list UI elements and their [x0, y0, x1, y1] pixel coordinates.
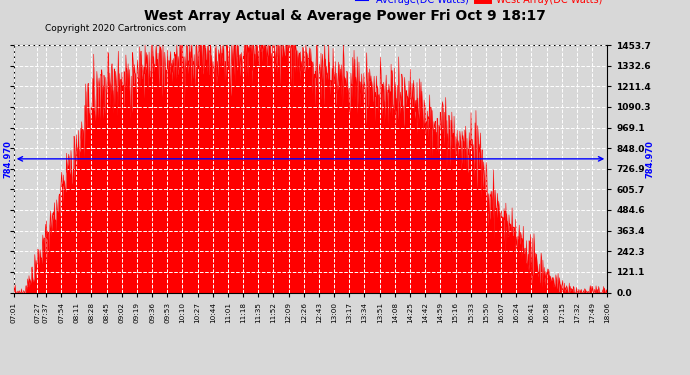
Legend: Average(DC Watts), West Array(DC Watts): Average(DC Watts), West Array(DC Watts) [357, 0, 602, 5]
Text: 784.970: 784.970 [646, 140, 655, 178]
Text: Copyright 2020 Cartronics.com: Copyright 2020 Cartronics.com [45, 24, 186, 33]
Text: West Array Actual & Average Power Fri Oct 9 18:17: West Array Actual & Average Power Fri Oc… [144, 9, 546, 23]
Text: 784.970: 784.970 [3, 140, 12, 178]
